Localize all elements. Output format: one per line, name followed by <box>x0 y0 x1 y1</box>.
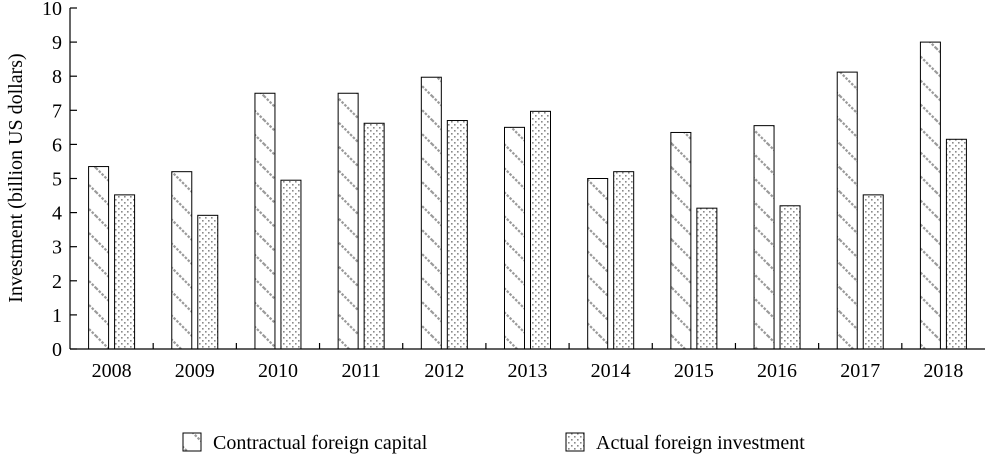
bar-actual-2009 <box>197 214 219 350</box>
y-tick-label: 9 <box>52 32 62 54</box>
bar-contractual-2010 <box>254 92 276 350</box>
bar-contractual-2018 <box>919 41 941 350</box>
bar-actual-2011 <box>363 122 385 350</box>
bar-actual-2013 <box>530 110 551 350</box>
legend-item-contractual: Contractual foreign capital <box>182 432 428 454</box>
bar-contractual-2013 <box>504 126 525 350</box>
legend-swatch-actual <box>565 432 585 452</box>
y-tick-label: 7 <box>52 100 62 122</box>
y-tick-label: 8 <box>52 66 62 88</box>
legend-label-actual: Actual foreign investment <box>596 432 805 454</box>
bar-contractual-2009 <box>171 171 193 350</box>
bar-actual-2014 <box>613 171 635 350</box>
x-tick-label: 2015 <box>674 360 714 382</box>
y-axis-label: Investment (billion US dollars) <box>5 53 27 302</box>
legend-item-actual: Actual foreign investment <box>565 432 805 454</box>
bar-actual-2010 <box>280 179 302 350</box>
bar-contractual-2014 <box>587 178 609 350</box>
x-tick-label: 2017 <box>840 360 880 382</box>
y-axis: 0 1 2 3 4 5 6 7 8 9 10 <box>42 0 77 361</box>
bar-contractual-2011 <box>337 92 359 350</box>
y-tick-label: 5 <box>52 169 62 191</box>
legend-label-contractual: Contractual foreign capital <box>213 432 428 454</box>
x-tick-label: 2012 <box>424 360 464 382</box>
legend: Contractual foreign capital Actual forei… <box>182 432 805 454</box>
bar-actual-2008 <box>114 194 136 350</box>
bar-contractual-2016 <box>753 125 775 350</box>
bar-actual-2012 <box>446 120 468 350</box>
bars <box>88 41 967 350</box>
bar-contractual-2008 <box>88 166 110 350</box>
bar-actual-2016 <box>779 205 801 350</box>
bar-contractual-2017 <box>836 71 858 350</box>
x-tick-label: 2014 <box>591 360 631 382</box>
bar-contractual-2012 <box>420 76 442 350</box>
y-tick-label: 3 <box>52 237 62 259</box>
x-tick-label: 2016 <box>757 360 797 382</box>
y-tick-label: 4 <box>52 203 62 225</box>
x-tick-label: 2018 <box>923 360 963 382</box>
x-axis: 2008 2009 2010 2011 2012 2013 2014 2015 2016 2017… <box>70 343 985 382</box>
y-tick-label: 0 <box>52 339 62 361</box>
bar-actual-2015 <box>696 207 718 350</box>
x-tick-label: 2011 <box>342 360 381 382</box>
bar-contractual-2015 <box>670 131 692 350</box>
x-tick-label: 2010 <box>258 360 298 382</box>
y-tick-label: 1 <box>52 305 62 327</box>
y-tick-label: 10 <box>42 0 62 20</box>
x-tick-label: 2009 <box>175 360 215 382</box>
x-tick-label: 2008 <box>92 360 132 382</box>
legend-swatch-contractual <box>182 432 202 452</box>
y-tick-label: 6 <box>52 134 62 156</box>
y-tick-label: 2 <box>52 271 62 293</box>
bar-actual-2017 <box>862 194 884 350</box>
x-tick-label: 2013 <box>508 360 548 382</box>
bar-actual-2018 <box>945 138 967 350</box>
